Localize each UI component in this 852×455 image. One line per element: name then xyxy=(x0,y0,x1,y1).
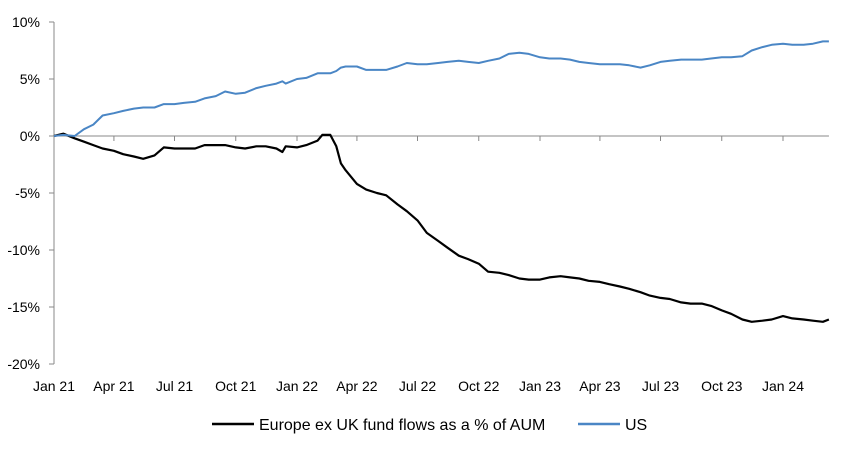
legend-label: US xyxy=(625,417,647,434)
series-lines xyxy=(53,40,830,323)
y-axis: 10% 5% 0% -5% -10% -15% -20% xyxy=(7,14,55,372)
series-line-europe-ex-uk xyxy=(53,132,830,323)
y-tick-label: 10% xyxy=(12,14,40,30)
y-tick-label: 5% xyxy=(20,71,40,87)
y-tick-label: -20% xyxy=(7,356,40,372)
legend-label: Europe ex UK fund flows as a % of AUM xyxy=(259,417,545,434)
x-tick-label: Oct 22 xyxy=(458,378,499,394)
x-tick-label: Jan 22 xyxy=(276,378,318,394)
x-tick-label: Apr 23 xyxy=(579,378,620,394)
y-tick-label: -10% xyxy=(7,242,40,258)
x-tick-label: Jan 24 xyxy=(762,378,804,394)
series-line-us xyxy=(53,40,829,137)
x-tick-label: Jan 21 xyxy=(33,378,75,394)
y-tick-label: -5% xyxy=(15,185,40,201)
x-tick-label: Apr 22 xyxy=(336,378,377,394)
x-tick-label: Oct 23 xyxy=(701,378,742,394)
legend: Europe ex UK fund flows as a % of AUM US xyxy=(212,417,647,434)
x-tick-label: Jul 23 xyxy=(642,378,680,394)
x-tick-label: Oct 21 xyxy=(215,378,256,394)
y-tick-label: -15% xyxy=(7,299,40,315)
x-tick-label: Jul 22 xyxy=(399,378,437,394)
y-tick-label: 0% xyxy=(20,128,40,144)
x-tick-label: Jan 23 xyxy=(519,378,561,394)
x-axis: Jan 21 Apr 21 Jul 21 Oct 21 Jan 22 Apr 22 Jul … xyxy=(33,135,829,394)
x-tick-label: Apr 21 xyxy=(93,378,134,394)
x-tick-label: Jul 21 xyxy=(156,378,194,394)
